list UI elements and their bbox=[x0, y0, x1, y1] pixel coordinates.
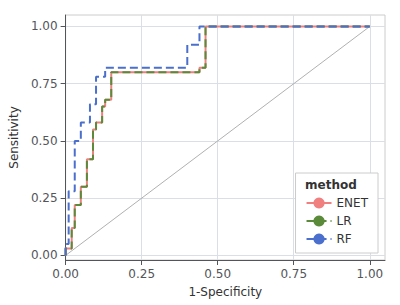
svg-text:1.00: 1.00 bbox=[31, 19, 58, 33]
svg-text:RF: RF bbox=[337, 232, 352, 246]
svg-text:0.50: 0.50 bbox=[31, 134, 58, 148]
svg-text:0.75: 0.75 bbox=[31, 77, 58, 91]
svg-text:0.00: 0.00 bbox=[31, 248, 58, 262]
svg-text:ENET: ENET bbox=[337, 196, 369, 210]
svg-text:0.75: 0.75 bbox=[280, 267, 307, 281]
svg-text:Sensitivity: Sensitivity bbox=[7, 106, 21, 168]
svg-text:method: method bbox=[305, 178, 357, 192]
svg-text:LR: LR bbox=[337, 214, 352, 228]
svg-text:0.50: 0.50 bbox=[204, 267, 231, 281]
svg-text:0.25: 0.25 bbox=[31, 191, 58, 205]
svg-text:1-Specificity: 1-Specificity bbox=[188, 285, 262, 299]
svg-text:0.25: 0.25 bbox=[128, 267, 155, 281]
svg-text:1.00: 1.00 bbox=[356, 267, 383, 281]
svg-text:0.00: 0.00 bbox=[52, 267, 79, 281]
